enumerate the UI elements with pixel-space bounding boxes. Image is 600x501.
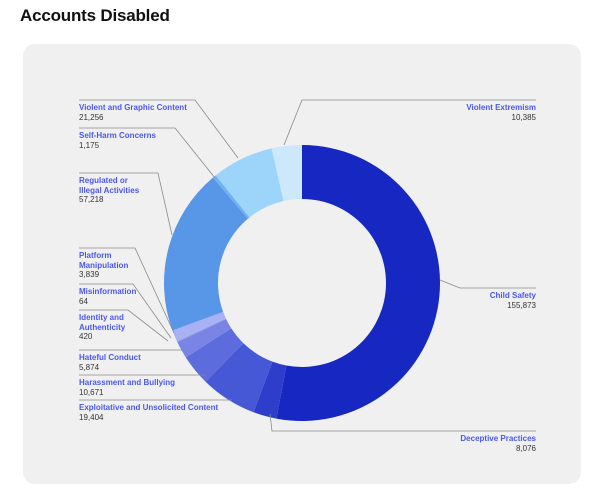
slice-harassment-and-bullying <box>185 328 244 382</box>
slice-violent-extremism <box>271 145 302 202</box>
slice-label: Deceptive Practices 8,076 <box>460 434 536 453</box>
slice-name: Manipulation <box>79 260 129 270</box>
slice-value: 5,874 <box>79 362 100 372</box>
slice-label: Self-Harm Concerns 1,175 <box>79 131 156 150</box>
slice-value: 19,404 <box>79 412 104 422</box>
slice-label: Violent and Graphic Content 21,256 <box>79 103 187 122</box>
leader-line <box>439 279 536 289</box>
slice-name: Hateful Conduct <box>79 353 141 362</box>
slice-value: 10,385 <box>511 112 536 122</box>
slice-label: Misinformation 64 <box>79 287 136 306</box>
leader-line <box>79 99 239 159</box>
slice-misinformation <box>176 318 226 342</box>
slice-name: Violent and Graphic Content <box>79 103 187 112</box>
slice-value: 57,218 <box>79 195 104 204</box>
slice-label: Child Safety 155,873 <box>490 291 536 310</box>
leader-line <box>79 127 216 179</box>
slice-self-harm-concerns <box>213 175 250 219</box>
slice-name: Authenticity <box>79 322 126 332</box>
slice-name: Platform <box>79 251 112 260</box>
slice-label: Violent Extremism 10,385 <box>466 103 536 122</box>
slice-child-safety <box>276 145 440 421</box>
slice-label: Platform Manipulation 3,839 <box>79 251 128 280</box>
chart-title: Accounts Disabled <box>20 6 170 25</box>
slice-name: Child Safety <box>489 291 536 300</box>
leader-line <box>79 309 169 342</box>
slice-value: 21,256 <box>79 112 104 122</box>
slice-name: Regulated or <box>79 176 128 185</box>
slice-name: Violent Extremism <box>466 103 536 112</box>
slice-exploitative-and-unsolicited-content <box>205 343 273 413</box>
slice-value: 10,671 <box>79 387 104 397</box>
leader-line <box>79 172 173 236</box>
slice-label: Harassment and Bullying 10,671 <box>79 378 175 397</box>
slice-name: Harassment and Bullying <box>79 378 176 387</box>
slice-value: 64 <box>79 296 88 306</box>
slice-name: Self-Harm Concerns <box>79 131 156 140</box>
slice-value: 420 <box>79 332 93 341</box>
slice-name: Deceptive Practices <box>460 434 536 443</box>
slice-value: 8,076 <box>515 443 536 453</box>
slice-identity-and-authenticity <box>176 318 227 343</box>
slice-deceptive-practices <box>253 361 287 419</box>
slice-violent-and-graphic-content <box>215 148 284 218</box>
slice-name: Identity and <box>79 313 124 322</box>
slice-hateful-conduct <box>177 319 232 358</box>
slice-value: 155,873 <box>507 300 536 310</box>
slice-value: 1,175 <box>79 140 100 150</box>
slice-value: 3,839 <box>79 270 100 279</box>
leader-line <box>283 99 536 146</box>
slice-regulated-or-illegal-activities <box>164 177 248 331</box>
slice-platform-manipulation <box>172 311 226 341</box>
leader-line <box>79 247 175 334</box>
slice-name: Illegal Activities <box>79 185 140 195</box>
slice-name: Exploitative and Unsolicited Content <box>79 403 219 412</box>
slice-label: Regulated or Illegal Activities 57,218 <box>79 176 139 205</box>
leader-line <box>79 283 172 339</box>
slice-label: Identity and Authenticity 420 <box>79 313 125 342</box>
leader-line <box>269 413 536 432</box>
slice-name: Misinformation <box>79 287 137 296</box>
slice-label: Exploitative and Unsolicited Content 19,4… <box>79 403 218 422</box>
slice-label: Hateful Conduct 5,874 <box>79 353 141 372</box>
